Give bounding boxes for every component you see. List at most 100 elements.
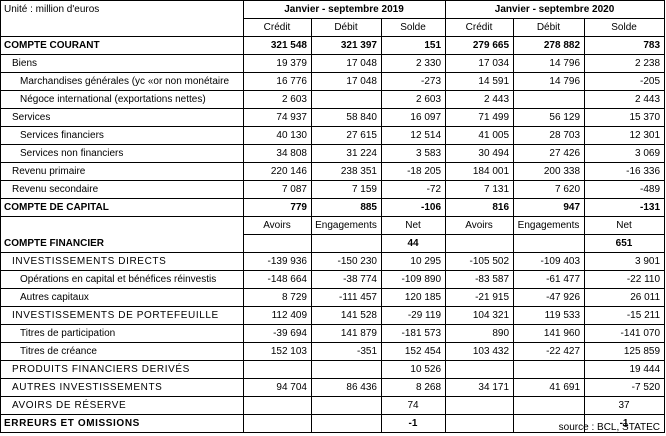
cell-value: 104 321 [445,306,515,325]
cell-value: 19 444 [584,360,666,379]
cell-value: 31 224 [311,144,382,163]
cell-value: -72 [380,180,447,199]
cell-value: 12 301 [584,126,666,145]
cell-value: 8 729 [243,288,312,307]
row-label: PRODUITS FINANCIERS DERIVÉS [0,360,244,379]
row-label: Revenu primaire [0,162,244,181]
cell-value: 74 937 [243,108,312,127]
cell-value: 44 [380,234,447,253]
table-row: COMPTE COURANT 321 548 321 397 151 279 6… [0,36,666,55]
cell-value: 7 620 [513,180,586,199]
cell-value: 41 691 [513,378,586,397]
cell-value: -7 520 [584,378,666,397]
col-head-solde-2019: Solde [380,18,447,37]
cell-value [513,90,586,109]
cell-value: 16 776 [243,72,312,91]
cell-value: 238 351 [311,162,382,181]
cell-value: 220 146 [243,162,312,181]
cell-value: 34 171 [445,378,515,397]
row-label: AVOIRS DE RÉSERVE [0,396,244,415]
cell-value: 890 [445,324,515,343]
cell-value: 2 603 [243,90,312,109]
row-label: COMPTE DE CAPITAL [0,198,244,217]
cell-value: -141 070 [584,324,666,343]
table-row: Autres capitaux 8 729 -111 457 120 185 -… [0,288,666,307]
row-label: Services [0,108,244,127]
cell-value: 12 514 [380,126,447,145]
cell-value: -273 [380,72,447,91]
cell-value: 3 583 [380,144,447,163]
cell-value: 141 879 [311,324,382,343]
cell-value: 10 526 [380,360,447,379]
table-row: Revenu secondaire 7 087 7 159 -72 7 131 … [0,180,666,199]
row-label: INVESTISSEMENTS DE PORTEFEUILLE [0,306,244,325]
source-note: source : BCL, STATEC [558,422,660,433]
row-label: Revenu secondaire [0,180,244,199]
cell-value: -15 211 [584,306,666,325]
cell-value: 37 [584,396,666,415]
cell-value [243,414,312,433]
cell-value: -106 [380,198,447,217]
cell-value: 19 379 [243,54,312,73]
table-row: Titres de créance 152 103 -351 152 454 1… [0,342,666,361]
cell-value [311,234,382,253]
cell-value [513,396,586,415]
cell-value: 2 330 [380,54,447,73]
cell-value: 34 808 [243,144,312,163]
row-label: Biens [0,54,244,73]
cell-value: 74 [380,396,447,415]
cell-value: -29 119 [380,306,447,325]
cell-value: 152 454 [380,342,447,361]
cell-value [243,396,312,415]
row-label: COMPTE COURANT [0,36,244,55]
row-label: Opérations en capital et bénéfices réinv… [0,270,244,289]
cell-value: -16 336 [584,162,666,181]
cell-value: 41 005 [445,126,515,145]
cell-value: 94 704 [243,378,312,397]
cell-value [513,234,586,253]
table-row: Biens 19 379 17 048 2 330 17 034 14 796 … [0,54,666,73]
cell-value: 10 295 [380,252,447,271]
table-row: PRODUITS FINANCIERS DERIVÉS 10 526 19 44… [0,360,666,379]
unit-label: Unité : million d'euros [0,0,244,19]
cell-value [311,360,382,379]
cell-value: 27 615 [311,126,382,145]
row-label: ERREURS ET OMISSIONS [0,414,244,433]
cell-value [311,396,382,415]
col-head-credit-2019: Crédit [243,18,312,37]
cell-value: 119 533 [513,306,586,325]
table-row: INVESTISSEMENTS DE PORTEFEUILLE 112 409 … [0,306,666,325]
row-label: COMPTE FINANCIER [0,234,244,253]
cell-value: 200 338 [513,162,586,181]
cell-value: 56 129 [513,108,586,127]
cell-value: 783 [584,36,666,55]
col-head-avoirs-2019: Avoirs [243,216,312,235]
cell-value: 141 960 [513,324,586,343]
cell-value: -105 502 [445,252,515,271]
col-head-solde-2020: Solde [584,18,666,37]
cell-value [311,414,382,433]
table-row: Revenu primaire 220 146 238 351 -18 205 … [0,162,666,181]
cell-value: 14 796 [513,54,586,73]
row-label: INVESTISSEMENTS DIRECTS [0,252,244,271]
empty-cell [0,18,244,37]
col-head-engagements-2019: Engagements [311,216,382,235]
cell-value [243,234,312,253]
header-financial-columns-row: Avoirs Engagements Net Avoirs Engagement… [0,216,666,235]
cell-value: 279 665 [445,36,515,55]
table-row: Négoce international (exportations nette… [0,90,666,109]
cell-value: 16 097 [380,108,447,127]
table-row: Services non financiers 34 808 31 224 3 … [0,144,666,163]
cell-value: -131 [584,198,666,217]
row-label: Services non financiers [0,144,244,163]
row-label: Titres de créance [0,342,244,361]
table-row: ERREURS ET OMISSIONS -1 -1 [0,414,666,433]
cell-value: 8 268 [380,378,447,397]
cell-value: 321 397 [311,36,382,55]
row-label: Services financiers [0,126,244,145]
cell-value: 2 443 [584,90,666,109]
table-row: INVESTISSEMENTS DIRECTS -139 936 -150 23… [0,252,666,271]
cell-value: -139 936 [243,252,312,271]
cell-value: 14 591 [445,72,515,91]
